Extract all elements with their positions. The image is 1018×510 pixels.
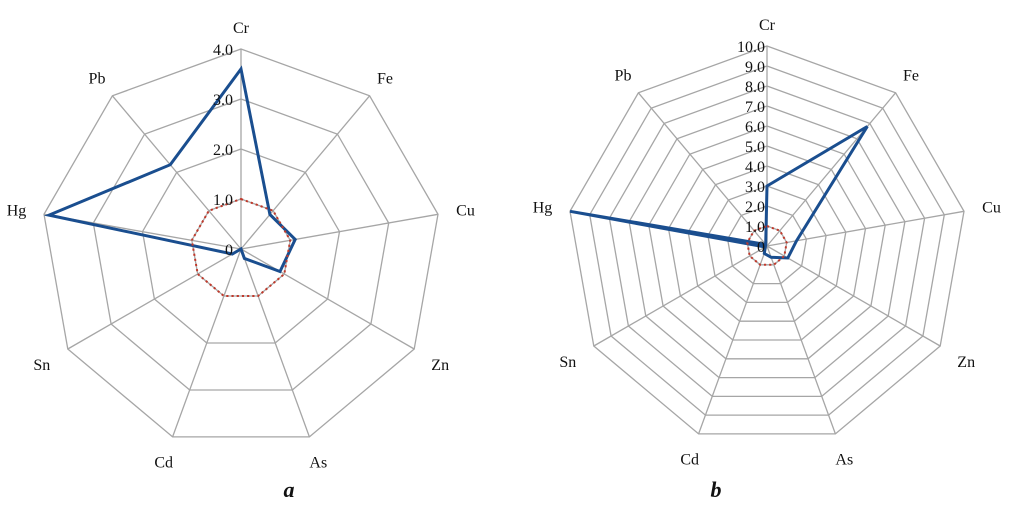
tick-label: 8.0	[745, 79, 765, 96]
category-label: Hg	[7, 202, 27, 219]
axis-spoke	[240, 248, 415, 350]
category-label: Pb	[89, 70, 106, 87]
category-label: Cd	[680, 451, 699, 468]
grid-ring	[141, 148, 341, 344]
grid-ring	[726, 205, 808, 285]
grid	[569, 45, 965, 435]
axis-spoke	[67, 248, 242, 350]
radar-chart-a: 0 1.0 2.0 3.0 4.0Cr Fe Cu Zn As Cd Sn Hg Pb	[7, 20, 475, 471]
tick-label: 4.0	[213, 42, 233, 59]
grid-ring	[569, 45, 965, 435]
tick-label: 2.0	[213, 142, 233, 159]
category-label: Sn	[559, 354, 576, 371]
grid-ring	[92, 98, 390, 391]
tick-label: 5.0	[745, 139, 765, 156]
axis-spoke	[111, 95, 242, 250]
tick-label: 1.0	[745, 219, 765, 236]
data-series	[43, 65, 298, 274]
tick-label: 4.0	[745, 159, 765, 176]
grid-ring	[667, 145, 867, 341]
axis-spoke	[766, 210, 965, 247]
category-label: Zn	[957, 354, 975, 371]
tick-label: 0	[757, 239, 765, 256]
axis-spoke	[697, 245, 768, 435]
grid-ring	[608, 85, 926, 398]
grid-ring	[687, 165, 847, 322]
category-label: Cu	[982, 199, 1001, 216]
category-label: Cr	[233, 20, 250, 37]
tick-label: 6.0	[745, 119, 765, 136]
data-series	[569, 125, 869, 260]
category-label: Cu	[456, 202, 475, 219]
axis-spoke	[240, 213, 439, 250]
category-label: As	[309, 454, 327, 471]
axis-spoke	[766, 92, 897, 247]
axis-spoke	[240, 248, 311, 438]
category-label: Sn	[33, 357, 50, 374]
panel-label-b: b	[711, 477, 722, 502]
tick-label: 9.0	[745, 59, 765, 76]
axis-spoke	[766, 245, 941, 347]
grid-ring	[43, 48, 439, 438]
category-label: Pb	[615, 67, 632, 84]
category-label: Cr	[759, 17, 776, 34]
category-label: Fe	[377, 70, 393, 87]
panel-label-a: a	[284, 477, 295, 502]
category-label: Fe	[903, 67, 919, 84]
grid-ring	[589, 65, 945, 416]
tick-label: 1.0	[213, 192, 233, 209]
reference-line	[190, 197, 292, 297]
tick-label: 7.0	[745, 99, 765, 116]
tick-label: 0	[225, 242, 233, 259]
tick-label: 3.0	[745, 179, 765, 196]
tick-label: 2.0	[745, 199, 765, 216]
grid-ring	[648, 125, 886, 360]
axis-spoke	[593, 245, 768, 347]
category-label: Cd	[154, 454, 173, 471]
axis-spoke	[637, 92, 768, 247]
tick-label: 10.0	[737, 39, 765, 56]
axis-spoke	[240, 95, 371, 250]
grid	[43, 48, 439, 438]
grid-ring	[746, 225, 788, 266]
tick-label: 3.0	[213, 92, 233, 109]
category-label: As	[835, 451, 853, 468]
radar-chart-b: 0 1.0 2.0 3.0 4.0 5.0 6.0 7.0 8.0 9.0 10.0 Cr Fe Cu Zn…	[533, 17, 1001, 468]
axis-spoke	[171, 248, 242, 438]
axis-spoke	[766, 245, 837, 435]
category-label: Hg	[533, 199, 553, 216]
category-label: Zn	[431, 357, 449, 374]
grid-ring	[628, 105, 906, 379]
grid-ring	[707, 185, 827, 304]
